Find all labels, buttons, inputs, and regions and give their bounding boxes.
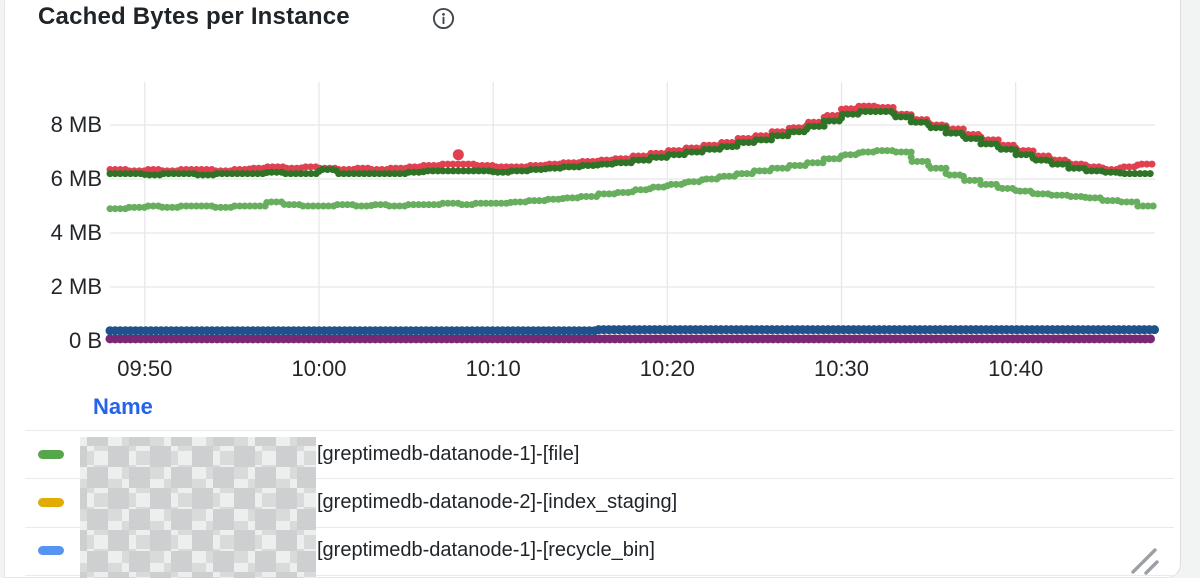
dark-green-series <box>106 108 1159 179</box>
y-axis-label: 6 MB <box>50 166 102 191</box>
y-axis-label: 4 MB <box>50 220 102 245</box>
x-axis-label: 10:20 <box>639 356 695 381</box>
cached-bytes-panel: Cached Bytes per Instance 0 B 2 MB 4 MB 6 M… <box>4 0 1181 578</box>
y-axis-label: 8 MB <box>50 112 102 137</box>
x-axis-label: 10:00 <box>291 356 347 381</box>
info-icon[interactable] <box>432 7 455 30</box>
x-axis-label: 09:50 <box>117 356 173 381</box>
legend-series-label[interactable]: [greptimedb-datanode-2]-[index_staging] <box>317 491 678 514</box>
legend-name-column-header[interactable]: Name <box>93 394 153 419</box>
legend-row[interactable]: [greptimedb-datanode-2]-[index_staging] <box>9 478 1186 526</box>
series-color-swatch <box>38 498 64 508</box>
legend-series-label[interactable]: [greptimedb-datanode-1]-[recycle_bin] <box>317 539 655 562</box>
x-axis-label: 10:40 <box>988 356 1044 381</box>
series-color-swatch <box>38 546 64 556</box>
blue-series <box>105 325 1160 336</box>
light-green-series <box>106 147 1159 213</box>
redacted-pixelated-region <box>80 437 316 578</box>
legend-row[interactable]: [greptimedb-datanode-1]-[file] <box>9 430 1186 478</box>
legend-table: [greptimedb-datanode-1]-[file] [greptimed… <box>9 430 1186 578</box>
outlier-point <box>452 149 464 161</box>
legend-row[interactable]: [greptimedb-datanode-1]-[recycle_bin] <box>9 526 1186 575</box>
x-axis-label: 10:10 <box>465 356 521 381</box>
y-axis-label: 2 MB <box>50 274 102 299</box>
panel-title[interactable]: Cached Bytes per Instance <box>38 3 350 30</box>
chart-plot-area[interactable] <box>5 0 1200 578</box>
panel-resize-handle[interactable] <box>1130 547 1160 575</box>
x-axis-label: 10:30 <box>813 356 870 381</box>
series-color-swatch <box>38 449 64 459</box>
y-axis-label: 0 B <box>68 328 102 353</box>
legend-row-divider <box>9 575 1186 578</box>
legend-series-label[interactable]: [greptimedb-datanode-1]-[file] <box>317 442 580 465</box>
